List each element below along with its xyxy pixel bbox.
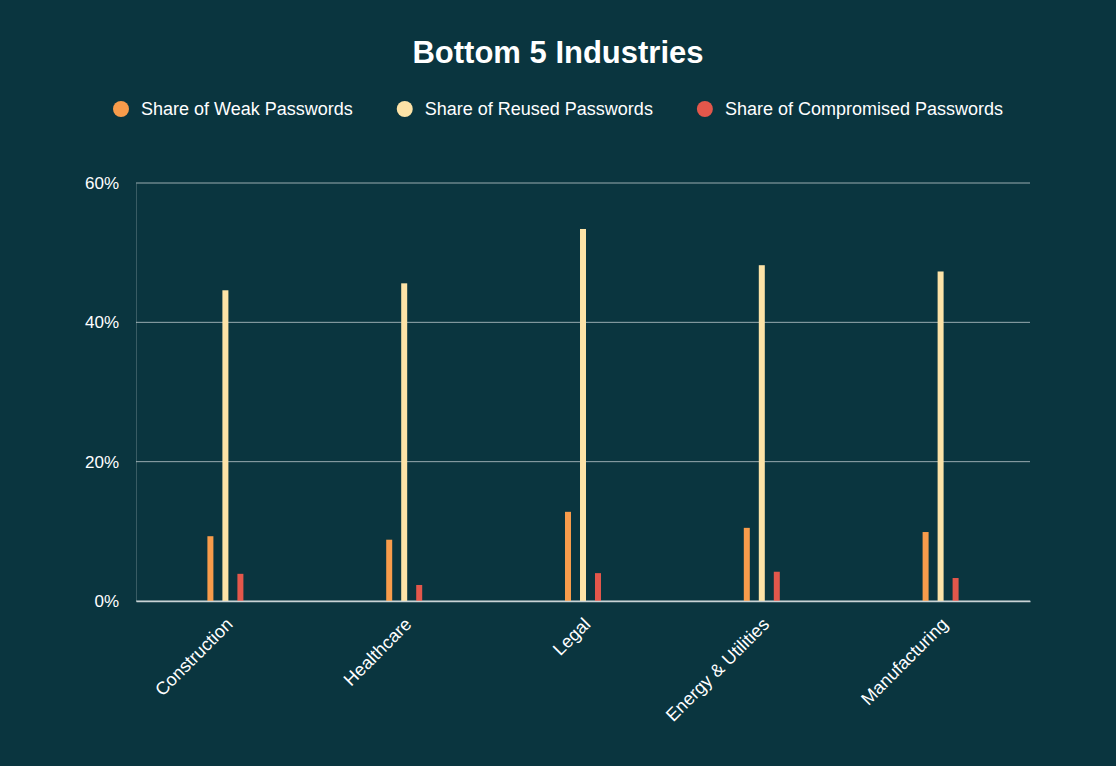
legend: Share of Weak Passwords Share of Reused P… (113, 99, 1003, 119)
x-axis: Construction Healthcare Legal Energy & Util… (137, 601, 1031, 725)
y-axis: 0% 20% 40% 60% (85, 174, 137, 611)
y-tick-label: 0% (94, 592, 119, 611)
title: Bottom 5 Industries (412, 35, 703, 70)
bar (416, 585, 422, 601)
bar (386, 540, 392, 601)
y-tick: 60% (85, 174, 136, 193)
bar (759, 265, 765, 601)
bar (744, 528, 750, 601)
legend-item: Share of Weak Passwords (113, 99, 353, 119)
bar (222, 290, 228, 601)
bar (953, 578, 959, 601)
bar (774, 572, 780, 601)
x-tick: Energy & Utilities (662, 601, 773, 725)
y-tick-label: 60% (85, 174, 119, 193)
x-tick-label: Healthcare (340, 614, 416, 690)
bar (565, 512, 571, 601)
x-tick: Healthcare (340, 601, 416, 690)
chart: Bottom 5 Industries 0% 20% 40% 60% Constructi… (0, 0, 1116, 766)
bar (938, 271, 944, 601)
x-tick-label: Legal (549, 614, 594, 659)
legend-label: Share of Weak Passwords (141, 99, 353, 119)
legend-label: Share of Compromised Passwords (725, 99, 1003, 119)
y-tick-label: 20% (85, 453, 119, 472)
legend-swatch (697, 101, 713, 117)
bar (237, 574, 243, 601)
bar (580, 229, 586, 601)
legend-swatch (113, 101, 129, 117)
x-axis-line (137, 601, 1031, 603)
y-tick: 20% (85, 453, 136, 472)
x-tick: Manufacturing (857, 601, 952, 709)
legend-item: Share of Reused Passwords (397, 99, 653, 119)
x-tick: Legal (549, 601, 594, 659)
background (0, 0, 1116, 766)
bar (207, 536, 213, 601)
y-tick-label: 40% (85, 313, 119, 332)
x-tick: Construction (151, 601, 237, 700)
bar (401, 283, 407, 601)
y-tick: 40% (85, 313, 136, 332)
x-tick-label: Manufacturing (857, 614, 952, 709)
x-tick-label: Construction (151, 614, 237, 700)
legend-item: Share of Compromised Passwords (697, 99, 1003, 119)
bar (923, 532, 929, 601)
bars (207, 229, 958, 601)
y-tick: 0% (94, 592, 136, 611)
x-tick-label: Energy & Utilities (662, 614, 773, 725)
legend-swatch (397, 101, 413, 117)
grid (136, 183, 1030, 601)
grid-line (136, 183, 1030, 184)
y-axis-line (136, 184, 137, 602)
legend-label: Share of Reused Passwords (425, 99, 653, 119)
bar (595, 573, 601, 601)
